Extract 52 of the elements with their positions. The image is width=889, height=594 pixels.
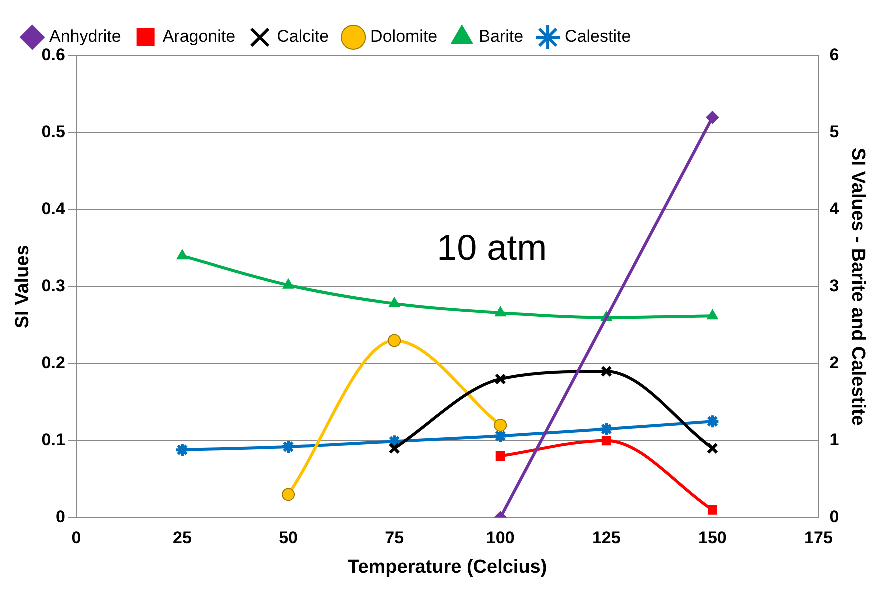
legend-label: Calestite [565, 27, 632, 46]
y2-tick-label: 3 [830, 276, 840, 296]
y2-axis-title: SI Values - Barite and Calestite [847, 148, 868, 426]
y-tick-label: 0.3 [42, 276, 66, 296]
point [706, 442, 718, 454]
point [176, 250, 188, 260]
legend-label: Calcite [277, 27, 330, 46]
point [706, 111, 720, 124]
y-tick-label: 0.2 [42, 354, 66, 373]
point [282, 278, 294, 289]
point [494, 418, 508, 432]
y2-tick-label: 0 [830, 507, 840, 526]
y2-tick-label: 6 [830, 46, 840, 65]
y-tick-label: 0.1 [42, 430, 66, 450]
x-tick-label: 150 [698, 528, 727, 548]
point [174, 442, 190, 458]
legend-label: Aragonite [162, 27, 236, 46]
point [388, 297, 400, 308]
point [707, 310, 718, 320]
point [496, 451, 506, 461]
point [388, 442, 400, 454]
y-tick-label: 0 [56, 507, 66, 526]
y-axis-title: SI Values [12, 245, 34, 329]
y-tick-label: 0.5 [42, 122, 66, 142]
legend-label: Dolomite [370, 27, 438, 46]
legend-label: Barite [479, 27, 524, 46]
x-axis-title: Temperature (Celcius) [348, 556, 548, 578]
x-tick-label: 175 [804, 528, 833, 548]
x-tick-label: 100 [486, 528, 515, 548]
x-tick-label: 75 [385, 528, 404, 548]
x-tick-label: 25 [173, 528, 192, 548]
y-tick-label: 0.6 [42, 46, 66, 65]
legend-label: Anhydrite [50, 27, 122, 46]
point [599, 422, 614, 437]
y2-tick-label: 4 [830, 200, 840, 219]
point [705, 414, 720, 430]
point [600, 366, 612, 378]
point [282, 488, 296, 502]
y2-tick-label: 5 [830, 122, 840, 142]
y-tick-label: 0.4 [42, 200, 66, 219]
point [388, 334, 402, 348]
annotation: 10 atm [437, 226, 548, 268]
point [708, 505, 718, 515]
y2-tick-label: 2 [830, 354, 840, 373]
x-tick-label: 125 [592, 528, 621, 548]
point [602, 436, 612, 446]
point [494, 374, 506, 386]
x-tick-label: 50 [279, 528, 298, 548]
point [494, 306, 506, 317]
x-tick-label: 0 [72, 528, 82, 548]
point [281, 439, 296, 454]
y2-tick-label: 1 [830, 430, 840, 450]
